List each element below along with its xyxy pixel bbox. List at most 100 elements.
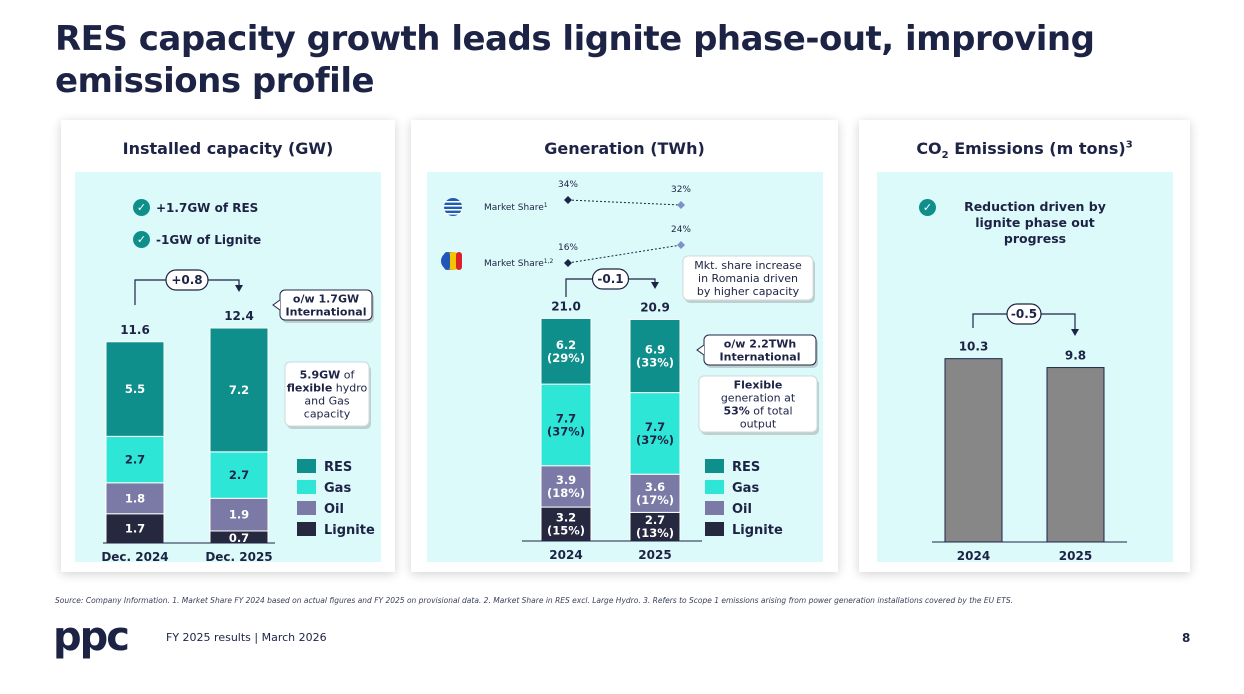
category-label: 2024 (957, 549, 990, 562)
legend-label-oil: Oil (732, 502, 752, 517)
legend-swatch-gas (705, 480, 724, 494)
greece-flag-stripe (444, 201, 462, 203)
market-share-value: 16% (558, 243, 578, 253)
emissions-panel: CO2 Emissions (m tons)3 ✓ Reduction driv… (859, 120, 1190, 572)
capacity-chart: 1.7 1.8 2.7 5.5 11.6 Dec. 2024 0.7 1.9 2.7 7.2 12.… (101, 269, 375, 562)
callout-flexible-text: 5.9GW of flexible hydro and Gas capacity (287, 369, 368, 421)
change-pill (591, 268, 630, 290)
callout-flexible (284, 361, 370, 427)
bar-segment-lignite (540, 506, 592, 542)
page-title: RES capacity growth leads lignite phase-… (55, 19, 1095, 101)
callout-international-text: o/w 1.7GW International (286, 293, 367, 319)
emissions-panel-title: CO2 Emissions (m tons)3 (916, 139, 1133, 162)
data-label: 7.7 (37%) (636, 420, 674, 447)
callout-international-pointer (696, 344, 705, 356)
callout-flexible-text: Flexible generation at 53% of total output (721, 379, 796, 431)
logo-text: ppc (53, 618, 128, 660)
capacity-panel: Installed capacity (GW) ✓ +1.7GW of RES ✓… (61, 120, 395, 572)
callout-romania-text: Mkt. share increase in Romania driven by h… (694, 259, 802, 298)
callout-romania (682, 255, 814, 301)
legend-swatch-oil (297, 501, 316, 515)
legend-swatch-res (297, 459, 316, 473)
bar-segment-lignite (629, 511, 681, 542)
data-label: 3.2 (15%) (547, 511, 585, 538)
generation-chart-area: 3.2 (15%) 3.9 (18%) 7.7 (37%) 6.2 (29%) 21.0 2024… (427, 172, 823, 562)
legend-label-gas: Gas (324, 481, 351, 496)
legend-label-oil: Oil (324, 502, 344, 517)
category-label: 2025 (1059, 549, 1092, 562)
data-label: 1.7 (125, 521, 145, 535)
generation-panel-title: Generation (TWh) (544, 139, 705, 158)
market-share-label-romania: Market Share1,2 (484, 258, 554, 269)
check-icon: ✓ (133, 199, 150, 216)
category-label: Dec. 2024 (101, 550, 168, 562)
category-label: Dec. 2025 (205, 550, 272, 562)
data-label: 6.2 (29%) (547, 338, 585, 365)
page-number: 8 (1182, 631, 1191, 645)
emissions-bullet: ✓ Reduction driven by lignite phase out … (919, 199, 1159, 247)
data-label: 2.7 (125, 453, 145, 467)
legend-label-res: RES (324, 460, 352, 475)
romania-flag-red-band (456, 252, 462, 270)
legend-swatch-res (705, 459, 724, 473)
data-label: 2.7 (13%) (636, 513, 674, 540)
bar-segment-oil (540, 465, 592, 508)
callout-flexible (698, 375, 818, 433)
data-label: 1.8 (125, 491, 145, 505)
greece-flag-stripe (444, 213, 462, 215)
total-label: 11.6 (120, 323, 150, 337)
change-pill (1006, 303, 1042, 325)
capacity-panel-title: Installed capacity (GW) (122, 139, 334, 158)
market-share-label-greece: Market Share1 (484, 202, 548, 213)
total-label: 20.9 (640, 300, 670, 314)
callout-international-text: o/w 2.2TWh International (720, 338, 801, 364)
legend-label-res: RES (732, 460, 760, 475)
total-label: 12.4 (224, 309, 254, 323)
check-icon: ✓ (133, 231, 150, 248)
greece-flag-stripe (444, 209, 462, 211)
bar-segment-res (209, 327, 269, 453)
generation-chart: 3.2 (15%) 3.9 (18%) 7.7 (37%) 6.2 (29%) 21.0 2024… (441, 180, 819, 562)
check-icon: ✓ (919, 199, 936, 216)
market-share-value: 24% (671, 225, 691, 235)
ppc-logo: ppc (53, 618, 130, 660)
value-label: 9.8 (1065, 349, 1086, 363)
market-share-point (677, 241, 685, 249)
arrow-icon (651, 282, 659, 289)
bar-segment-gas (105, 435, 165, 484)
capacity-chart-area: ✓ +1.7GW of RES ✓ -1GW of Lignite 1.7 1.8 2.… (75, 172, 381, 562)
legend-swatch-gas (297, 480, 316, 494)
legend-label-lignite: Lignite (732, 523, 783, 538)
category-label: 2024 (549, 548, 582, 562)
bar-segment-res (629, 318, 681, 394)
emissions-bar (1046, 367, 1105, 543)
emissions-bar (944, 358, 1003, 543)
legend-swatch-lignite (705, 522, 724, 536)
greece-flag-stripe (444, 205, 462, 207)
romania-flag-blue-band (444, 252, 450, 270)
bar-segment-res (105, 341, 165, 437)
data-label: 1.9 (229, 508, 249, 522)
data-label: 3.9 (18%) (547, 473, 585, 500)
bar-segment-res (540, 317, 592, 385)
emissions-chart: 10.3 2024 9.8 2025 -0.5 (932, 303, 1127, 562)
bar-segment-gas (209, 451, 269, 499)
data-label: 2.7 (229, 468, 249, 482)
change-label: -0.1 (597, 272, 623, 286)
data-label: 7.2 (229, 383, 249, 397)
change-label: +0.8 (171, 273, 202, 287)
total-label: 21.0 (551, 299, 581, 313)
capacity-bullet-res: ✓ +1.7GW of RES (133, 199, 258, 216)
data-label: 0.7 (229, 531, 249, 545)
legend-label-gas: Gas (732, 481, 759, 496)
data-label: 5.5 (125, 382, 145, 396)
data-label: 6.9 (33%) (636, 343, 674, 370)
capacity-bullet-lignite: ✓ -1GW of Lignite (133, 231, 261, 248)
footer-text: FY 2025 results | March 2026 (166, 631, 327, 644)
data-label: 3.6 (17%) (636, 480, 674, 507)
market-share-point (677, 201, 685, 209)
callout-international-pointer (272, 299, 281, 311)
market-share-point (564, 259, 572, 267)
market-share-line-greece (567, 199, 682, 206)
legend-label-lignite: Lignite (324, 523, 375, 538)
